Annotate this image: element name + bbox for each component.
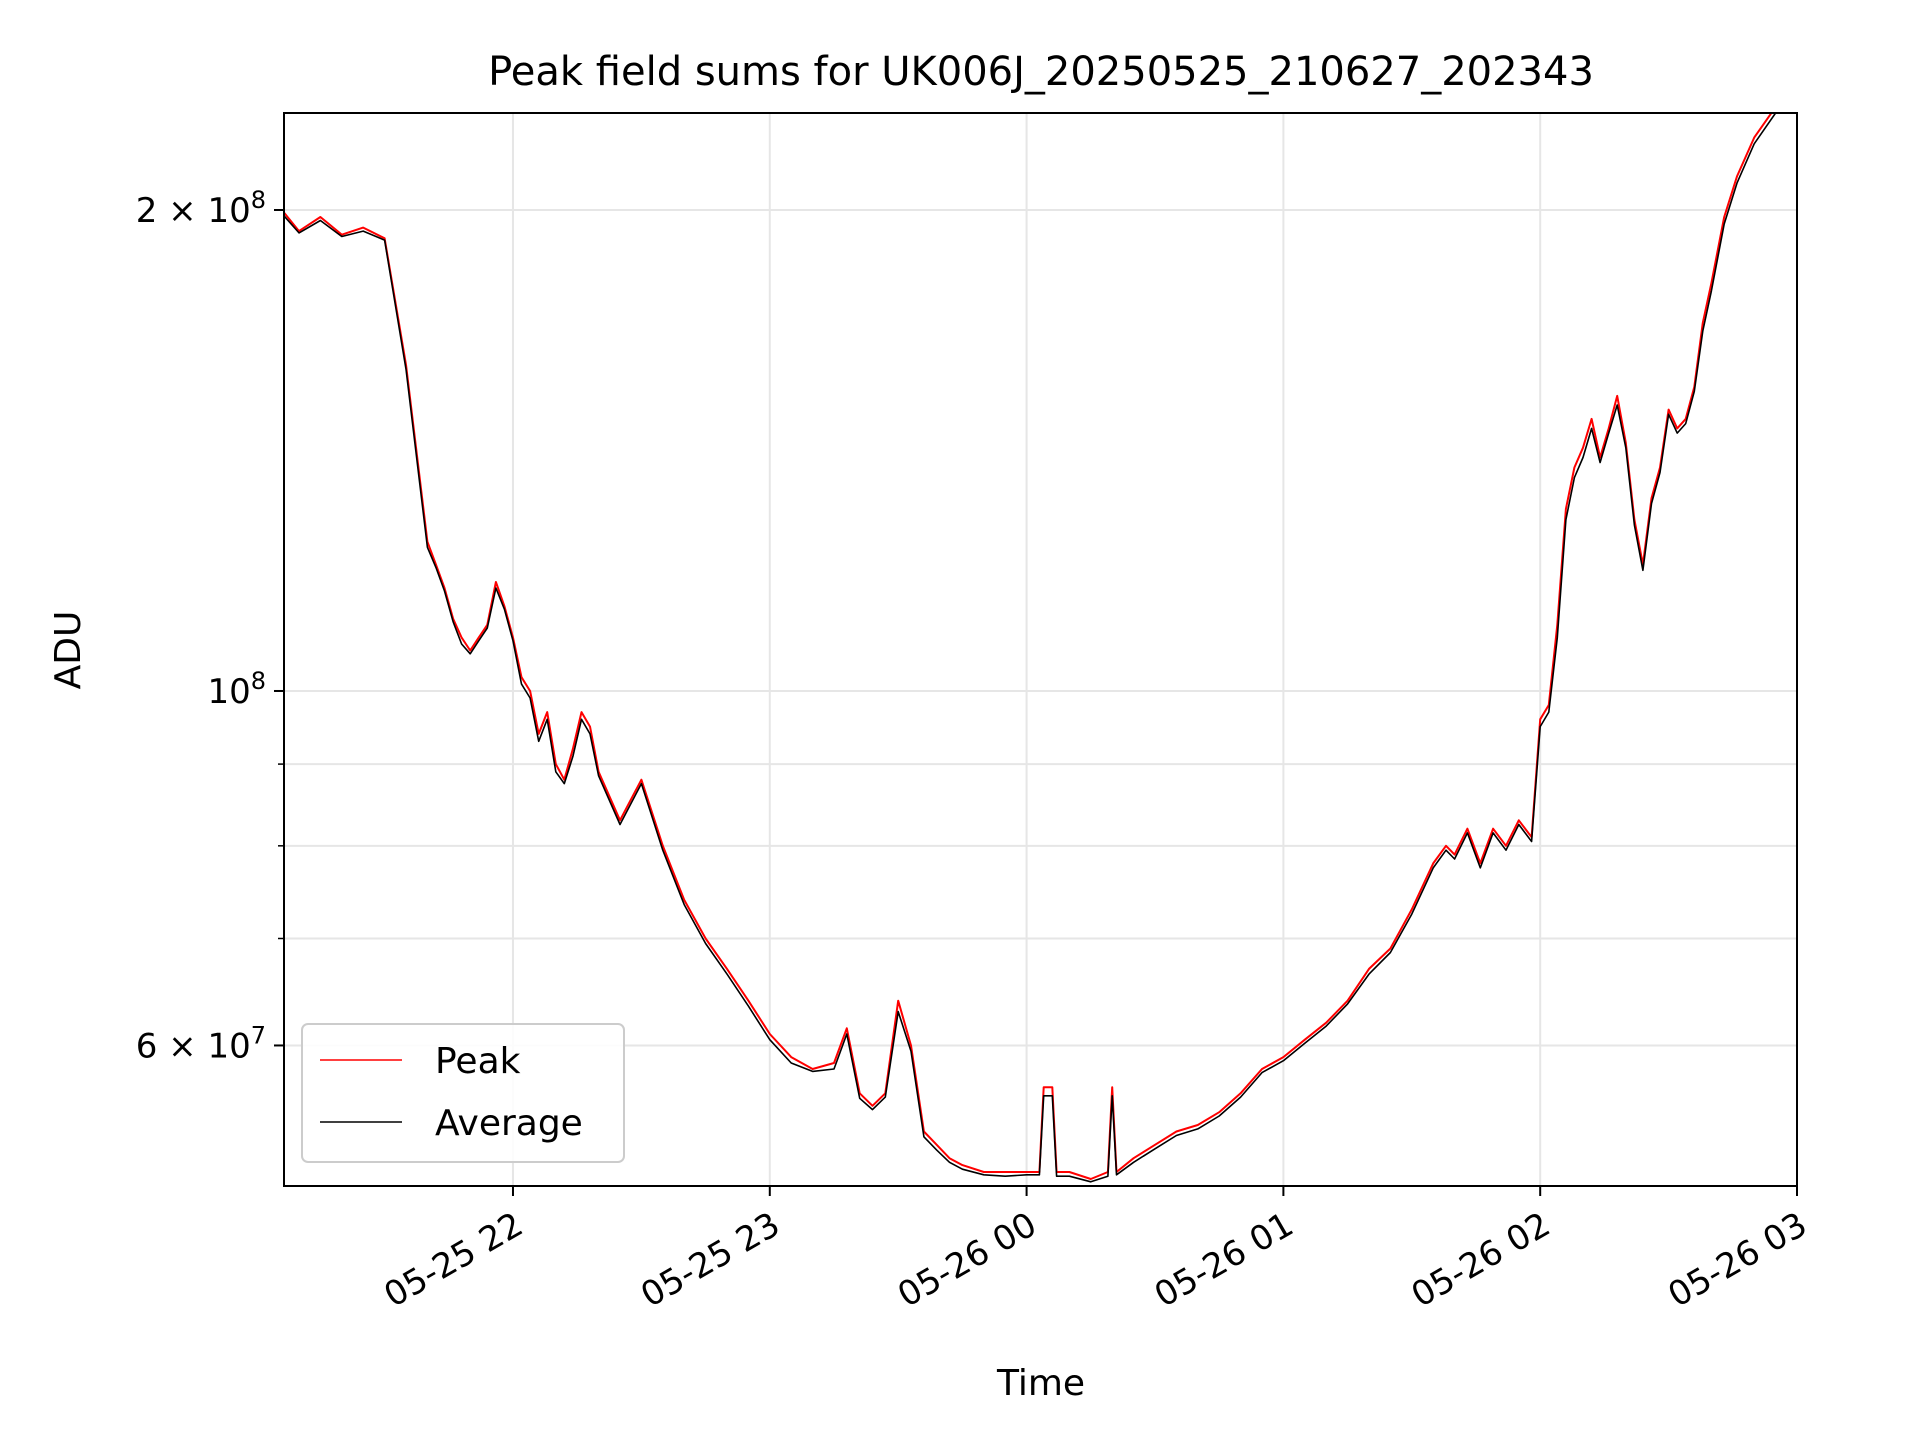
chart-title: Peak field sums for UK006J_20250525_2106… (488, 49, 1594, 95)
y-tick-label: 108 (207, 667, 266, 712)
x-axis-label: Time (996, 1363, 1085, 1404)
y-axis: 6 × 107 108 2 × 108 (136, 186, 284, 1066)
grid (284, 113, 1798, 1186)
legend-box (301, 1023, 625, 1163)
plot-frame (283, 112, 1798, 1187)
legend: Peak Average (301, 1023, 625, 1163)
y-axis-label: ADU (48, 611, 89, 690)
y-tick-label: 6 × 107 (136, 1021, 266, 1066)
legend-peak-label: Peak (435, 1041, 521, 1082)
legend-average-label: Average (435, 1103, 583, 1144)
y-tick-label: 2 × 108 (136, 186, 266, 231)
series-line-average (284, 113, 1797, 1183)
